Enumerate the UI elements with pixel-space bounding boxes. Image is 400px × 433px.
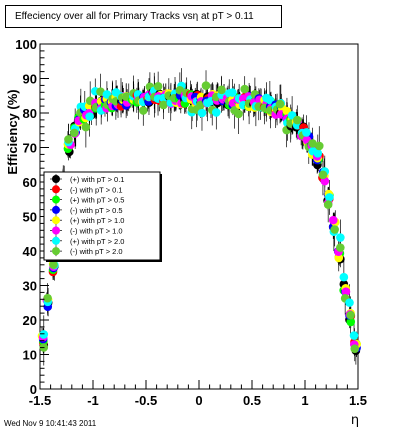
data-point (81, 122, 91, 132)
x-tick-label: -1.5 (29, 393, 51, 408)
y-tick-label: 30 (23, 279, 37, 294)
legend-label: (+) with pT > 1.0 (70, 216, 124, 225)
legend-label: (+) with pT > 0.1 (70, 175, 124, 184)
data-point (49, 260, 58, 270)
data-points (37, 81, 361, 356)
legend-label: (+) with pT > 2.0 (70, 237, 124, 246)
data-point (336, 243, 345, 252)
data-point (265, 95, 275, 105)
data-point (240, 84, 249, 94)
legend-marker (52, 205, 60, 214)
legend-label: (-) with pT > 0.1 (70, 185, 123, 194)
y-tick-label: 10 (23, 348, 37, 363)
legend-label: (+) with pT > 0.5 (70, 196, 124, 205)
legend-marker (52, 226, 60, 235)
data-point (345, 298, 354, 307)
legend: (+) with pT > 0.1(-) with pT > 0.1 (+) wi… (43, 171, 162, 262)
data-point (201, 81, 211, 90)
y-tick-label: 50 (23, 210, 37, 225)
data-point (339, 272, 349, 282)
data-point (217, 85, 226, 95)
legend-marker (52, 247, 60, 256)
y-tick-label: 60 (23, 175, 37, 190)
data-point (234, 109, 243, 119)
x-tick-label: -1 (87, 393, 99, 408)
timestamp-footer: Wed Nov 9 10:41:43 2011 (4, 419, 97, 428)
data-point (138, 106, 148, 115)
legend-label: (-) with pT > 1.0 (70, 227, 123, 236)
x-tick-label: 0 (195, 393, 202, 408)
data-point (334, 253, 344, 263)
legend-box (43, 171, 161, 261)
y-axis-label: Efficiency (%) (5, 89, 20, 174)
data-point (197, 108, 207, 118)
x-tick-label: 1.5 (349, 393, 367, 408)
data-point (346, 317, 356, 327)
y-tick-label: 100 (15, 37, 37, 52)
data-point (325, 193, 334, 202)
legend-marker (52, 216, 60, 225)
data-point (349, 331, 359, 340)
chart-title-box: Effeciency over all for Primary Tracks v… (5, 5, 282, 28)
data-point (314, 141, 324, 151)
data-point (350, 344, 360, 354)
y-tick-label: 80 (23, 106, 37, 121)
data-point (43, 293, 52, 303)
data-point (341, 287, 351, 297)
legend-marker (52, 195, 60, 204)
data-point (292, 115, 302, 125)
data-point (275, 99, 285, 109)
y-tick-label: 40 (23, 244, 37, 259)
data-point (346, 310, 355, 320)
data-point (313, 149, 323, 158)
data-point (323, 200, 333, 209)
data-point (228, 88, 237, 97)
data-point (318, 170, 328, 180)
y-tick-label: 90 (23, 72, 37, 87)
y-tick-label: 70 (23, 141, 37, 156)
y-tick-label: 20 (23, 313, 37, 328)
y-tick-label: 0 (30, 382, 37, 397)
x-tick-label: 1 (301, 393, 308, 408)
x-tick-label: -0.5 (135, 393, 157, 408)
data-point (302, 128, 311, 137)
data-point (39, 330, 49, 339)
legend-label: (-) with pT > 2.0 (70, 247, 123, 256)
legend-marker (52, 175, 60, 183)
legend-marker (52, 236, 60, 245)
data-point (308, 139, 317, 148)
data-point (70, 128, 79, 138)
axes: -1.5 -1 -0.5 0 0.5 1 1.5 0 10 20 30 40 50 60 70 80 90 100 (15, 37, 367, 408)
legend-marker (52, 185, 60, 194)
x-axis-label: η (351, 413, 359, 428)
x-tick-label: 0.5 (243, 393, 261, 408)
legend-label: (-) with pT > 0.5 (70, 206, 123, 215)
data-point (85, 112, 94, 121)
data-point (64, 135, 73, 144)
data-point (336, 233, 345, 242)
data-point (153, 82, 163, 91)
chart-title: Effeciency over all for Primary Tracks v… (15, 11, 254, 22)
data-point (159, 100, 168, 110)
data-point (328, 215, 338, 225)
data-point (330, 225, 339, 234)
data-point (212, 108, 221, 117)
